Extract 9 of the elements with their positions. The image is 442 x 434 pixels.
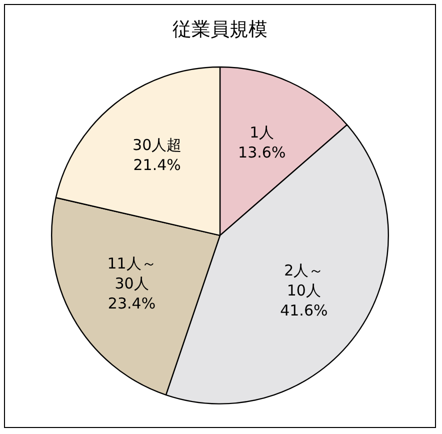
data-label: 41.6% <box>280 302 328 320</box>
slice-label: 11人～30人 <box>107 254 156 293</box>
chart-title: 従業員規模 <box>172 18 268 40</box>
slice-label: 30人超 <box>132 136 182 154</box>
slice-label: 2人～10人 <box>284 262 324 300</box>
data-label: 13.6% <box>238 143 286 162</box>
slice-label: 1人 <box>250 123 274 142</box>
data-label: 23.4% <box>108 294 156 313</box>
data-label: 21.4% <box>133 156 181 174</box>
